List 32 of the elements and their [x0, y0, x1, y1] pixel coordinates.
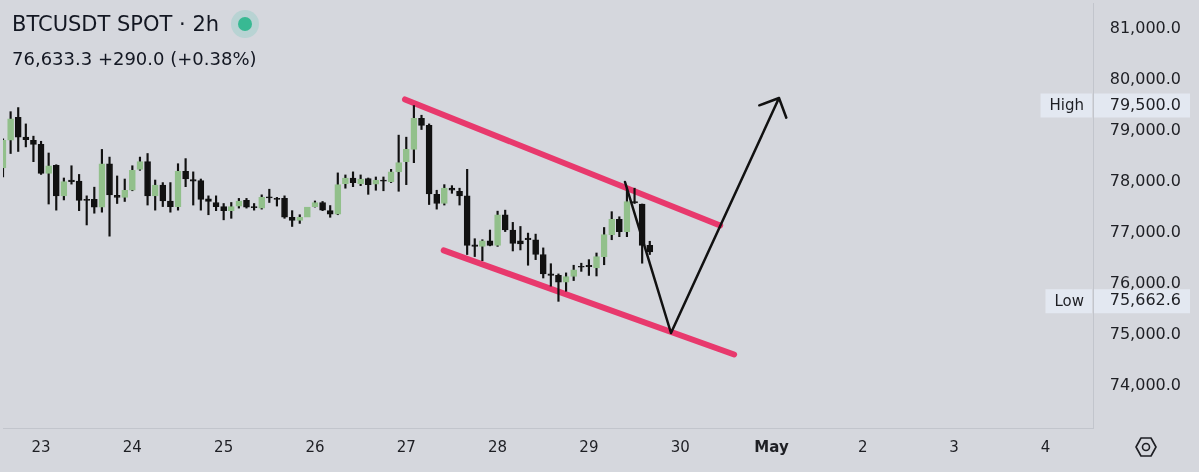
candlestick: [30, 135, 37, 162]
candlestick: [631, 187, 638, 204]
candlestick: [456, 187, 463, 206]
x-tick-label: 26: [305, 437, 325, 456]
x-tick-label: 25: [214, 437, 234, 456]
y-tick-label: 79,000.0: [1109, 120, 1181, 140]
x-tick-label: 4: [1040, 437, 1051, 456]
y-tick-label: 75,662.6: [1109, 290, 1181, 310]
y-tick-label: 77,000.0: [1109, 222, 1181, 242]
annotation: Low: [1054, 292, 1084, 311]
x-tick-label: 24: [122, 437, 142, 456]
y-tick-label: 80,000.0: [1109, 69, 1181, 89]
y-tick-label: 81,000.0: [1109, 18, 1181, 38]
candlestick: [380, 176, 387, 192]
x-tick-label: 30: [670, 437, 690, 456]
y-tick-label: 79,500.0: [1109, 94, 1181, 114]
x-tick-label: 2: [858, 437, 868, 456]
y-tick-label: 76,000.0: [1109, 273, 1181, 293]
x-tick-label: 29: [579, 437, 599, 456]
chart-title: BTCUSDT SPOT · 2h: [12, 12, 220, 36]
x-tick-label: 23: [31, 437, 51, 456]
x-tick-label: 27: [396, 437, 416, 456]
x-tick-label: 28: [488, 437, 508, 456]
annotation: High: [1049, 96, 1084, 115]
candlestick: [555, 273, 562, 302]
text: 76,633.3 +290.0 (+0.38%): [12, 48, 258, 69]
x-tick-label: 3: [949, 437, 959, 456]
candlestick: [68, 165, 75, 185]
y-tick-label: 75,000.0: [1109, 324, 1181, 344]
y-tick-label: 74,000.0: [1109, 375, 1181, 395]
x-tick-label: May: [754, 437, 789, 456]
y-tick-label: 78,000.0: [1109, 171, 1181, 191]
